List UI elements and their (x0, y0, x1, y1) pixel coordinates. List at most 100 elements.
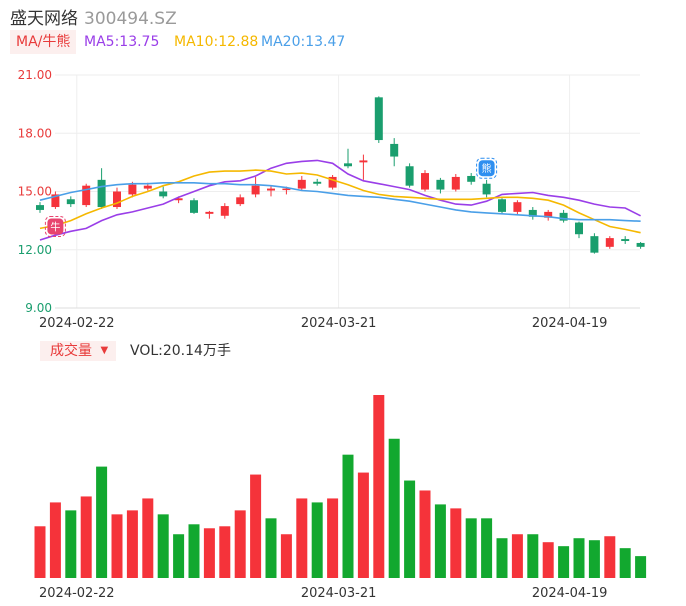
volume-bar (573, 538, 585, 578)
candle-body (467, 175, 476, 182)
volume-bar (157, 514, 169, 578)
volume-bar (465, 518, 477, 578)
candle-body (174, 198, 183, 201)
volume-bar (511, 534, 523, 578)
volume-bar (404, 480, 416, 578)
volume-value: VOL:20.14万手 (130, 343, 231, 359)
candle-body (513, 202, 522, 212)
volume-bar (588, 540, 600, 578)
volume-bar (450, 508, 462, 578)
bear-marker-frame (476, 157, 498, 179)
volume-bar (49, 502, 61, 578)
volume-bar (111, 514, 123, 578)
candle-body (205, 211, 214, 214)
candle-body (436, 179, 445, 190)
ma5-legend: MA5:13.75 (84, 34, 160, 50)
candle-body (482, 183, 491, 195)
date-tick-label: 2024-03-21 (301, 316, 377, 331)
volume-bar (558, 546, 570, 578)
ma5-line (39, 159, 641, 241)
bull-marker-label: 牛 (50, 220, 60, 233)
candle-body (575, 222, 583, 235)
candle-body (128, 184, 137, 195)
volume-bar (142, 498, 154, 578)
stock-title: 盛天网络 300494.SZ (10, 4, 177, 29)
volume-tag-label: 成交量 (50, 343, 92, 359)
candle-body (251, 185, 260, 195)
candle-body (313, 181, 322, 184)
volume-bar (434, 504, 446, 578)
candle-body (559, 212, 568, 221)
candle-body (451, 176, 460, 190)
volume-date-tick-label: 2024-04-19 (532, 586, 608, 601)
bear-marker: 熊 (476, 157, 498, 179)
volume-bar (481, 518, 493, 578)
candle-body (66, 199, 75, 205)
volume-date-tick-label: 2024-03-21 (301, 586, 377, 601)
volume-indicator-selector[interactable]: 成交量 ▼ (40, 341, 117, 361)
ma20-line (39, 182, 641, 222)
volume-bar (96, 466, 108, 578)
candle-body (113, 191, 121, 208)
candle-body (528, 209, 537, 217)
ma20-legend: MA20:13.47 (261, 34, 346, 50)
date-tick-label: 2024-02-22 (39, 316, 115, 331)
candle-body (498, 199, 506, 212)
volume-bar (173, 534, 185, 578)
candle-body (621, 239, 630, 242)
candle-body (36, 205, 44, 210)
price-tick-label: 9.00 (25, 301, 52, 315)
volume-bar (65, 510, 77, 578)
volume-bar (311, 502, 323, 578)
candle-body (605, 238, 614, 247)
candle-body (82, 185, 91, 206)
candle-body (236, 197, 245, 205)
volume-bar (635, 556, 647, 578)
volume-bar (250, 474, 262, 578)
volume-bar (357, 472, 369, 578)
price-tick-label: 12.00 (18, 243, 52, 257)
bull-marker-frame (44, 215, 66, 237)
candle-body (190, 200, 198, 213)
stock-code: 300494.SZ (84, 9, 177, 29)
candle-body (220, 206, 229, 216)
bull-marker-icon (47, 218, 64, 235)
volume-date-tick-label: 2024-02-22 (39, 586, 115, 601)
bull-marker: 牛 (44, 215, 66, 237)
candle-body (297, 179, 306, 189)
candle-body (544, 211, 553, 218)
candle-body (143, 185, 152, 189)
candle-body (159, 191, 168, 197)
volume-bar (619, 548, 631, 578)
price-tick-label: 15.00 (18, 185, 52, 199)
ma-indicator-selector[interactable]: MA/牛熊 (10, 30, 77, 54)
candle-body (421, 173, 429, 190)
volume-bar (419, 490, 431, 578)
bear-marker-icon (478, 160, 495, 177)
volume-bar (296, 498, 308, 578)
volume-bar (342, 454, 354, 578)
candle-body (282, 188, 291, 191)
volume-bar (80, 496, 92, 578)
ma10-legend: MA10:12.88 (174, 34, 259, 50)
volume-bar (219, 526, 231, 578)
volume-bar (126, 510, 138, 578)
candle-body (97, 179, 106, 208)
candle-body (636, 242, 645, 247)
bear-marker-label: 熊 (482, 162, 492, 175)
candle-body (359, 160, 368, 163)
volume-bar (234, 510, 246, 578)
volume-bar (188, 524, 200, 578)
volume-bar (280, 534, 292, 578)
stock-name: 盛天网络 (10, 9, 78, 29)
dropdown-arrow-icon: ▼ (100, 345, 109, 356)
volume-bar (527, 534, 539, 578)
candle-body (328, 176, 337, 188)
ma10-line (39, 169, 641, 234)
volume-bar (542, 542, 554, 578)
date-tick-label: 2024-04-19 (532, 316, 608, 331)
volume-bar (327, 498, 339, 578)
volume-bar (265, 518, 277, 578)
volume-bar (604, 536, 616, 578)
